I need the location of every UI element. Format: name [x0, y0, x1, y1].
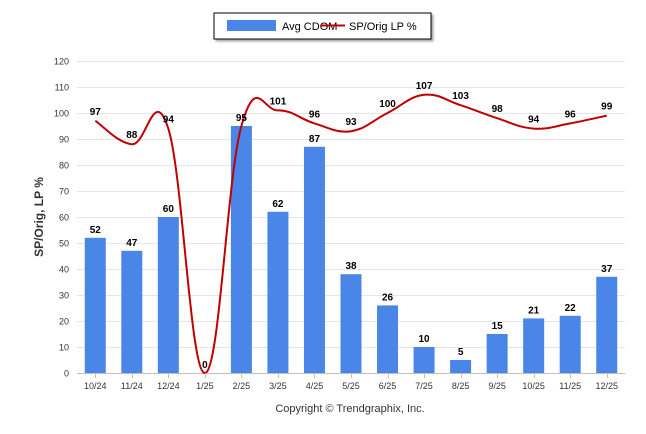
bar-8/25: [450, 360, 472, 373]
bar-label: 26: [382, 292, 394, 303]
legend-label-sp-orig: SP/Orig LP %: [349, 21, 417, 33]
line-label: 107: [416, 81, 433, 92]
y-tick-label: 80: [59, 161, 69, 171]
x-tick-label: 9/25: [488, 381, 506, 391]
x-tick-label: 11/25: [559, 381, 581, 391]
x-tick-label: 6/25: [379, 381, 397, 391]
y-tick-label: 60: [59, 213, 69, 223]
bar-11/24: [121, 250, 143, 373]
bar-9/25: [486, 334, 508, 373]
line-label: 99: [601, 102, 613, 113]
bar-3/25: [267, 211, 289, 373]
legend-label-avg-cdom: Avg CDOM: [282, 21, 337, 33]
x-tick-label: 10/24: [84, 381, 107, 391]
line-label: 96: [565, 109, 577, 120]
x-axis-ticks: 10/24 11/24 12/24 1/25 2/25 3/25 4/25 5/25 6/25 7…: [84, 373, 618, 391]
y-tick-label: 10: [59, 343, 69, 353]
bars: [84, 126, 618, 373]
line-label: 98: [492, 104, 504, 115]
bar-label: 38: [345, 261, 357, 272]
line-label: 94: [528, 115, 540, 126]
x-tick-label: 12/24: [157, 381, 180, 391]
copyright: Copyright © Trendgraphix, Inc.: [275, 403, 424, 415]
y-tick-label: 100: [54, 109, 69, 119]
line-series: [94, 93, 607, 375]
line-sp-orig: [94, 93, 607, 375]
bar-label: 87: [309, 134, 321, 145]
x-tick-label: 5/25: [342, 381, 360, 391]
bar-label: 95: [236, 113, 248, 124]
bar-label: 10: [419, 334, 431, 345]
line-label: 94: [163, 115, 175, 126]
bar-label: 15: [492, 321, 504, 332]
bar-label: 62: [272, 199, 284, 210]
y-tick-label: 90: [59, 135, 69, 145]
bar-10/24: [84, 237, 106, 373]
bar-4/25: [303, 146, 325, 373]
bar-6/25: [377, 305, 399, 373]
x-tick-label: 11/24: [121, 381, 143, 391]
line-label: 97: [90, 107, 102, 118]
x-tick-label: 2/25: [233, 381, 251, 391]
y-axis-label: SP/Orig, LP %: [32, 177, 46, 257]
y-tick-label: 20: [59, 317, 69, 327]
bar-label: 21: [528, 305, 540, 316]
x-tick-label: 8/25: [452, 381, 470, 391]
data-labels: 52 47 60 0 95 62 87 38 26 10 5 15 21 22 37 97 88 94 101 96 9…: [90, 81, 613, 371]
line-label: 93: [345, 117, 357, 128]
legend: Avg CDOM SP/Orig LP %: [213, 12, 432, 40]
x-tick-label: 1/25: [196, 381, 214, 391]
bar-12/25: [596, 276, 618, 373]
bar-7/25: [413, 347, 435, 373]
line-label: 103: [452, 91, 469, 102]
y-tick-label: 110: [55, 83, 69, 93]
y-tick-label: 50: [59, 239, 69, 249]
y-tick-label: 70: [59, 187, 69, 197]
x-tick-label: 4/25: [306, 381, 324, 391]
bar-12/24: [157, 217, 179, 373]
bar-label: 22: [565, 303, 577, 314]
bar-label: 52: [90, 225, 102, 236]
bar-label: 0: [202, 360, 208, 371]
bar-11/25: [559, 315, 581, 373]
bar-label: 60: [163, 204, 175, 215]
x-tick-label: 12/25: [595, 381, 618, 391]
y-tick-label: 30: [59, 291, 69, 301]
bar-5/25: [340, 274, 362, 373]
line-label: 96: [309, 109, 321, 120]
bar-2/25: [230, 126, 252, 373]
y-tick-label: 40: [59, 265, 69, 275]
y-axis-ticks: 0 10 20 30 40 50 60 70 80 90 100 110 120: [54, 57, 69, 379]
line-label: 100: [379, 99, 396, 110]
y-tick-label: 0: [64, 369, 69, 379]
y-tick-label: 120: [54, 57, 69, 67]
bar-label: 5: [458, 347, 464, 358]
line-label: 101: [270, 96, 287, 107]
bar-10/25: [523, 318, 545, 373]
x-tick-label: 10/25: [522, 381, 545, 391]
bar-label: 47: [126, 238, 138, 249]
x-tick-label: 3/25: [269, 381, 287, 391]
x-tick-label: 7/25: [415, 381, 433, 391]
legend-swatch-avg-cdom: [227, 20, 276, 31]
line-label: 88: [126, 130, 138, 141]
bar-label: 37: [601, 264, 613, 275]
